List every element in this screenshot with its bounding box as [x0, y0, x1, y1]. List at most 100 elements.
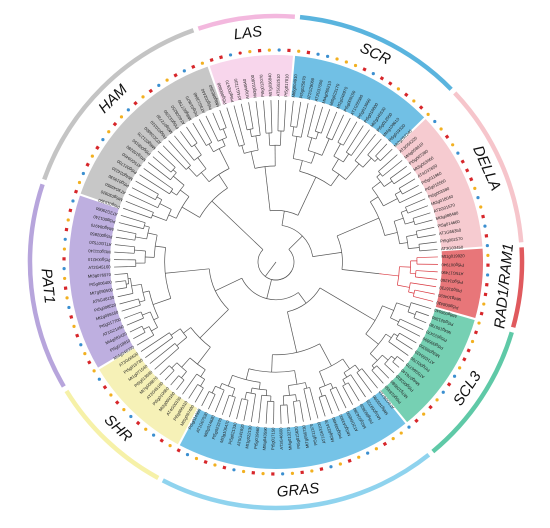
leaf-marker	[374, 447, 378, 451]
leaf-marker	[465, 168, 470, 173]
branch	[182, 373, 198, 395]
clade-band-scl3	[381, 308, 475, 423]
branch	[397, 284, 410, 288]
leaf-label: Pt5g017010	[283, 73, 289, 97]
branch-connector	[333, 155, 344, 163]
branch-connector	[148, 290, 159, 318]
branch	[142, 290, 150, 293]
branch	[155, 245, 166, 248]
leaf-marker	[344, 60, 348, 64]
root-branch	[264, 261, 277, 277]
leaf-marker	[114, 400, 120, 405]
branch	[329, 389, 340, 412]
leaf-label: Mt8g004910	[291, 73, 299, 97]
leaf-marker	[79, 343, 83, 347]
branch	[180, 131, 193, 148]
branch	[244, 392, 247, 400]
clade-band-rad1-ram1	[435, 248, 484, 319]
leaf-marker	[473, 186, 477, 190]
branch	[299, 160, 303, 172]
leaf-label: Mt3g011800	[250, 74, 258, 98]
branch	[152, 298, 171, 305]
branch	[201, 391, 210, 407]
branch	[341, 269, 380, 275]
branch	[283, 100, 287, 132]
branch	[164, 370, 175, 381]
leaf-marker	[347, 458, 352, 463]
branch	[152, 214, 167, 221]
leaf-label: Mt7g056730	[301, 424, 310, 448]
branch	[318, 397, 326, 417]
branch	[399, 318, 424, 330]
branch	[250, 393, 256, 423]
leaf-label: AT5G41920	[236, 423, 245, 446]
branch	[411, 302, 432, 309]
leaf-label: Pt5g008430	[435, 300, 459, 311]
branch	[200, 379, 205, 387]
leaf-marker	[173, 73, 178, 78]
leaf-marker	[135, 420, 141, 426]
leaf-label: Pt5g012070	[258, 74, 265, 98]
clade-label-ham: HAM	[95, 81, 131, 117]
leaf-label: Pt5g014260	[440, 278, 464, 285]
branch	[121, 304, 141, 312]
leaf-marker	[64, 227, 69, 232]
leaf-marker	[182, 69, 186, 73]
leaf-label: Pt5g007940	[441, 262, 464, 267]
leaf-marker	[399, 431, 403, 435]
branch	[389, 166, 407, 179]
branch	[211, 386, 216, 394]
branch-connector	[303, 387, 310, 390]
leaf-marker	[133, 100, 138, 106]
branch	[172, 169, 177, 173]
branch	[140, 332, 170, 352]
clade-band-shr	[99, 348, 198, 445]
branch	[362, 312, 376, 321]
branch-connector	[400, 212, 406, 225]
branch	[133, 332, 146, 340]
branch	[342, 358, 350, 370]
leaf-marker	[329, 465, 333, 469]
branch-connector	[199, 187, 228, 218]
leaf-marker	[290, 471, 295, 475]
leaf-marker	[126, 108, 130, 112]
leaf-label: AT2G37650	[313, 79, 323, 102]
branch	[250, 151, 256, 169]
leaf-marker	[68, 208, 73, 213]
clade-band-della	[396, 118, 483, 250]
branch	[399, 332, 417, 344]
branch	[199, 319, 219, 339]
branch-connector	[290, 126, 297, 128]
clade-arc-gras	[161, 453, 431, 511]
leaf-marker	[144, 427, 148, 431]
branch	[416, 256, 438, 258]
branch	[214, 389, 225, 413]
clade-label-gras: GRAS	[276, 480, 320, 501]
branch-connector	[169, 188, 174, 195]
branch	[312, 252, 342, 257]
leaf-marker	[157, 83, 161, 87]
branch	[380, 148, 393, 161]
branch	[211, 200, 227, 216]
leaf-label: Pt5g001240	[92, 214, 116, 225]
leaf-label: At1g44640	[242, 78, 250, 99]
branch	[162, 145, 187, 170]
branch	[378, 154, 398, 172]
leaf-label: AT3G03450	[441, 245, 464, 252]
leaf-marker	[479, 205, 483, 209]
clade-bands	[69, 54, 484, 469]
leaf-marker	[71, 199, 75, 203]
branch	[218, 174, 228, 189]
branch	[361, 368, 378, 389]
leaf-label: AT1G07520	[88, 240, 111, 247]
leaf-marker	[241, 469, 246, 474]
branch	[393, 217, 404, 222]
branch-connector	[133, 246, 136, 254]
branch	[136, 334, 154, 346]
leaf-marker	[476, 196, 480, 200]
branch	[270, 100, 273, 133]
leaf-label: AT2G01570	[433, 202, 456, 214]
branch	[198, 119, 213, 143]
branch	[406, 234, 417, 237]
branch	[288, 235, 303, 250]
